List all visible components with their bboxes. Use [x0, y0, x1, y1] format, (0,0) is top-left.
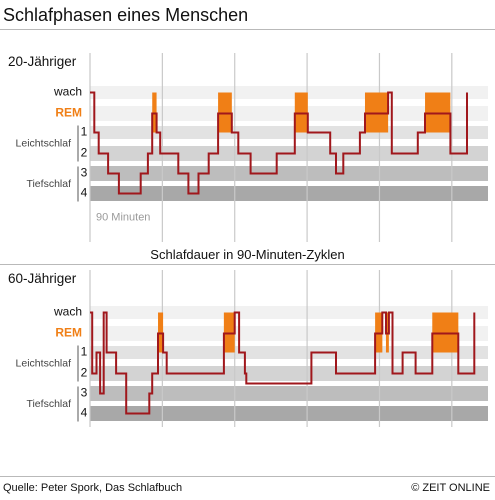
page-title: Schlafphasen eines Menschen: [3, 5, 249, 25]
label-stage-2: 2: [81, 366, 88, 380]
sleep-chart-20: wach REM 1 2 3 4 Leichtschlaf Tiefschlaf 90 Minu…: [16, 53, 488, 242]
label-stage-2: 2: [81, 146, 88, 160]
label-rem: REM: [55, 326, 82, 340]
band-3: [90, 166, 488, 181]
band-1: [90, 126, 488, 139]
chart-subtitle: Schlafdauer in 90-Minuten-Zyklen: [150, 247, 345, 262]
hypnogram-line: [90, 91, 468, 195]
sleep-chart-60: wach REM 1 2 3 4 Leichtschlaf Tiefschlaf: [16, 270, 488, 427]
band-4: [90, 406, 488, 421]
label-stage-3: 3: [81, 386, 88, 400]
label-stage-1: 1: [81, 345, 88, 359]
footer-divider: [0, 476, 495, 477]
label-tiefschlaf: Tiefschlaf: [26, 178, 71, 190]
title-divider: [0, 29, 495, 30]
band-rem: [90, 326, 488, 341]
label-leichtschlaf: Leichtschlaf: [16, 357, 72, 369]
section-divider: [0, 264, 495, 265]
label-wach: wach: [53, 305, 82, 319]
label-stage-4: 4: [81, 186, 88, 200]
source-note: Quelle: Peter Spork, Das Schlafbuch: [3, 482, 183, 494]
band-wach: [90, 306, 488, 319]
label-wach: wach: [53, 85, 82, 99]
label-stage-4: 4: [81, 406, 88, 420]
band-2: [90, 366, 488, 381]
label-leichtschlaf: Leichtschlaf: [16, 137, 72, 149]
copyright-note: © ZEIT ONLINE: [411, 482, 490, 494]
label-tiefschlaf: Tiefschlaf: [26, 398, 71, 410]
band-3: [90, 386, 488, 401]
label-90-minuten: 90 Minuten: [96, 211, 150, 223]
label-stage-3: 3: [81, 166, 88, 180]
label-stage-1: 1: [81, 125, 88, 139]
label-rem: REM: [55, 106, 82, 120]
hypnogram-line: [90, 311, 476, 415]
chart-title-60: 60-Jähriger: [8, 271, 77, 286]
chart-title-20: 20-Jähriger: [8, 54, 77, 69]
band-1: [90, 346, 488, 359]
band-4: [90, 186, 488, 201]
